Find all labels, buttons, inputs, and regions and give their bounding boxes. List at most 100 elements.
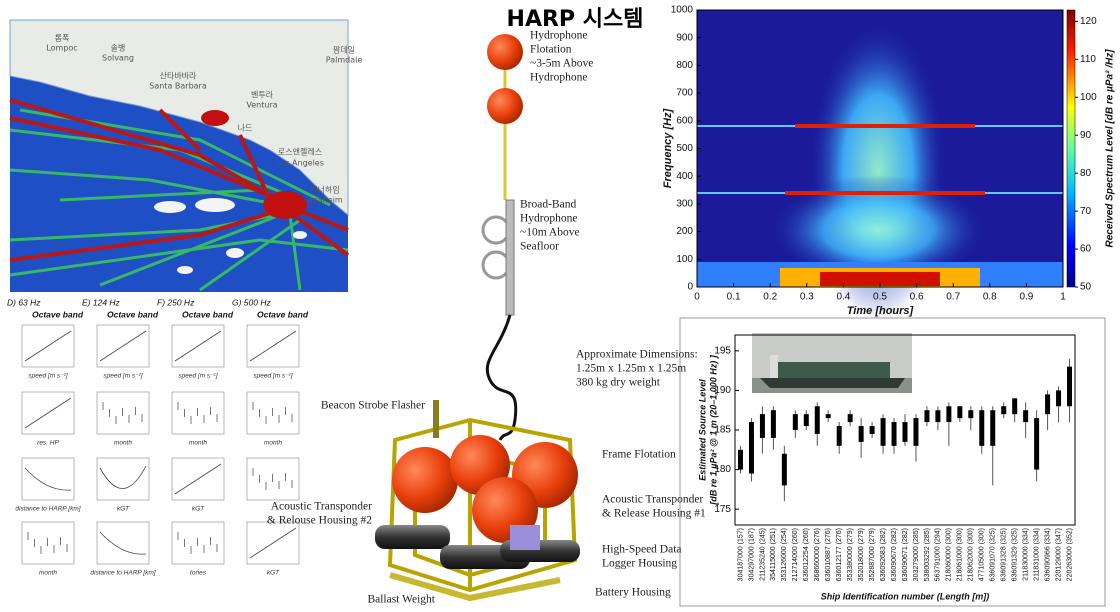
y-tick-label: 200 bbox=[676, 226, 693, 237]
panel-subtitle: Octave band bbox=[32, 309, 84, 319]
frame-float bbox=[392, 447, 458, 513]
box bbox=[1012, 398, 1017, 414]
diagram-label: Frame Flotation bbox=[602, 449, 676, 461]
colorbar-tick-label: 110 bbox=[1080, 54, 1096, 65]
x-tick-label: 220263000 (352) bbox=[1066, 528, 1073, 581]
housing bbox=[375, 525, 450, 549]
flotation-ball bbox=[487, 88, 523, 124]
diagram-label: Logger Housing bbox=[602, 558, 677, 570]
x-tick-label: 218062000 (300) bbox=[968, 528, 975, 581]
x-tick-label: 0.8 bbox=[983, 292, 997, 303]
panel-x-label: speed [m s⁻¹] bbox=[178, 373, 217, 380]
cable bbox=[487, 315, 516, 440]
x-tick-label: 563791000 (294) bbox=[935, 528, 942, 581]
x-tick-label: 636090966 (334) bbox=[1044, 528, 1051, 581]
panel-x-label: month bbox=[39, 570, 57, 577]
panel-title: E) 124 Hz bbox=[82, 297, 121, 307]
panel-x-label: month bbox=[114, 440, 132, 447]
box bbox=[749, 422, 754, 473]
y-tick-label: 800 bbox=[676, 60, 693, 71]
map-label: 산타바바라 bbox=[160, 71, 197, 81]
box bbox=[1067, 367, 1072, 407]
x-axis-label: Ship Identification number (Length [m]) bbox=[821, 591, 990, 601]
panel-x-label: speed [m s⁻¹] bbox=[28, 373, 67, 380]
x-tick-label: 0.6 bbox=[910, 292, 924, 303]
box bbox=[979, 410, 984, 446]
hydrophone bbox=[506, 200, 514, 315]
panel-subtitle: Octave band bbox=[257, 309, 309, 319]
box bbox=[793, 414, 798, 430]
box bbox=[859, 426, 864, 442]
box bbox=[1023, 410, 1028, 422]
map-label: 벤투라 bbox=[251, 90, 274, 100]
panel bbox=[97, 392, 149, 434]
y-tick-label: 400 bbox=[676, 171, 693, 182]
panel-x-label: month bbox=[189, 440, 207, 447]
colorbar-label: Received Spectrum Level [dB re µPa² /Hz] bbox=[1105, 49, 1116, 248]
box bbox=[935, 410, 940, 422]
x-tick-label: 636010887 (276) bbox=[825, 528, 832, 581]
ship-photo bbox=[752, 333, 912, 393]
x-tick-label: 353380000 (279) bbox=[847, 528, 854, 581]
box bbox=[1045, 394, 1050, 414]
y-tick-label: 0 bbox=[687, 282, 693, 293]
box bbox=[804, 414, 809, 426]
diagram-label: High-Speed Data bbox=[602, 544, 682, 556]
box bbox=[957, 406, 962, 418]
x-tick-label: 1 bbox=[1060, 292, 1066, 303]
diagram-label: Acoustic Transponder bbox=[602, 494, 703, 506]
y-tick-label: 600 bbox=[676, 115, 693, 126]
y-axis-label: [dB re 1 µPa² @ 1 m (20–1,000 Hz) ] bbox=[708, 354, 718, 506]
box bbox=[1034, 418, 1039, 469]
box bbox=[815, 406, 820, 434]
panel bbox=[172, 522, 224, 564]
diagram-label: & Release Housing #1 bbox=[602, 508, 706, 520]
map-label: Ventura bbox=[246, 101, 277, 110]
panel-x-label: month bbox=[264, 440, 282, 447]
colorbar-tick-label: 90 bbox=[1080, 130, 1092, 141]
box bbox=[848, 414, 853, 422]
y-tick-label: 1000 bbox=[671, 5, 694, 16]
y-tick-label: 900 bbox=[676, 32, 693, 43]
box bbox=[1001, 406, 1006, 414]
panel-x-label: distance to HARP [km] bbox=[15, 506, 80, 513]
map-label: Anaheim bbox=[307, 196, 343, 205]
panel-x-label: kGT bbox=[117, 506, 130, 513]
x-tick-label: 0.9 bbox=[1019, 292, 1033, 303]
diagram-label: & Relouse Housing #2 bbox=[267, 515, 372, 527]
diagram-label: Seafloor bbox=[520, 241, 559, 253]
panel-title: D) 63 Hz bbox=[7, 297, 41, 307]
panel-x-label: tones bbox=[190, 570, 207, 577]
diagram-label: Hydrophone bbox=[520, 213, 578, 225]
box bbox=[913, 418, 918, 446]
y-tick-label: 500 bbox=[676, 143, 693, 154]
panel-subtitle: Octave band bbox=[182, 309, 234, 319]
x-tick-label: 0.3 bbox=[800, 292, 814, 303]
box bbox=[881, 418, 886, 446]
x-tick-label: 477105000 (300) bbox=[979, 528, 986, 581]
panel bbox=[22, 522, 74, 564]
diagram-label: Battery Housing bbox=[595, 587, 671, 599]
x-tick-label: 0 bbox=[694, 292, 700, 303]
y-tick-label: 300 bbox=[676, 199, 693, 210]
panel bbox=[97, 522, 149, 564]
diagram-label: 380 kg dry weight bbox=[576, 377, 661, 389]
box bbox=[903, 422, 908, 442]
x-tick-label: 636091328 (325) bbox=[1001, 528, 1008, 581]
strobe bbox=[433, 400, 439, 438]
x-tick-label: 352018000 (279) bbox=[858, 528, 865, 581]
panel-x-label: kGT bbox=[267, 570, 280, 577]
panel-title: F) 250 Hz bbox=[157, 297, 195, 307]
x-axis-label: Time [hours] bbox=[847, 305, 914, 317]
panel-x-label: res. HP bbox=[37, 440, 59, 447]
colorbar-tick-label: 100 bbox=[1080, 92, 1097, 103]
x-tick-label: 353126000 (254) bbox=[781, 528, 788, 581]
box bbox=[946, 406, 951, 422]
x-tick-label: 0.7 bbox=[946, 292, 960, 303]
x-tick-label: 0.1 bbox=[727, 292, 741, 303]
panel-x-label: speed [m s⁻¹] bbox=[103, 373, 142, 380]
map-label: Solvang bbox=[102, 54, 134, 63]
colorbar-tick-label: 70 bbox=[1080, 206, 1092, 217]
map-label: 로스앤젤레스 bbox=[278, 147, 322, 157]
x-tick-label: 0.2 bbox=[763, 292, 777, 303]
